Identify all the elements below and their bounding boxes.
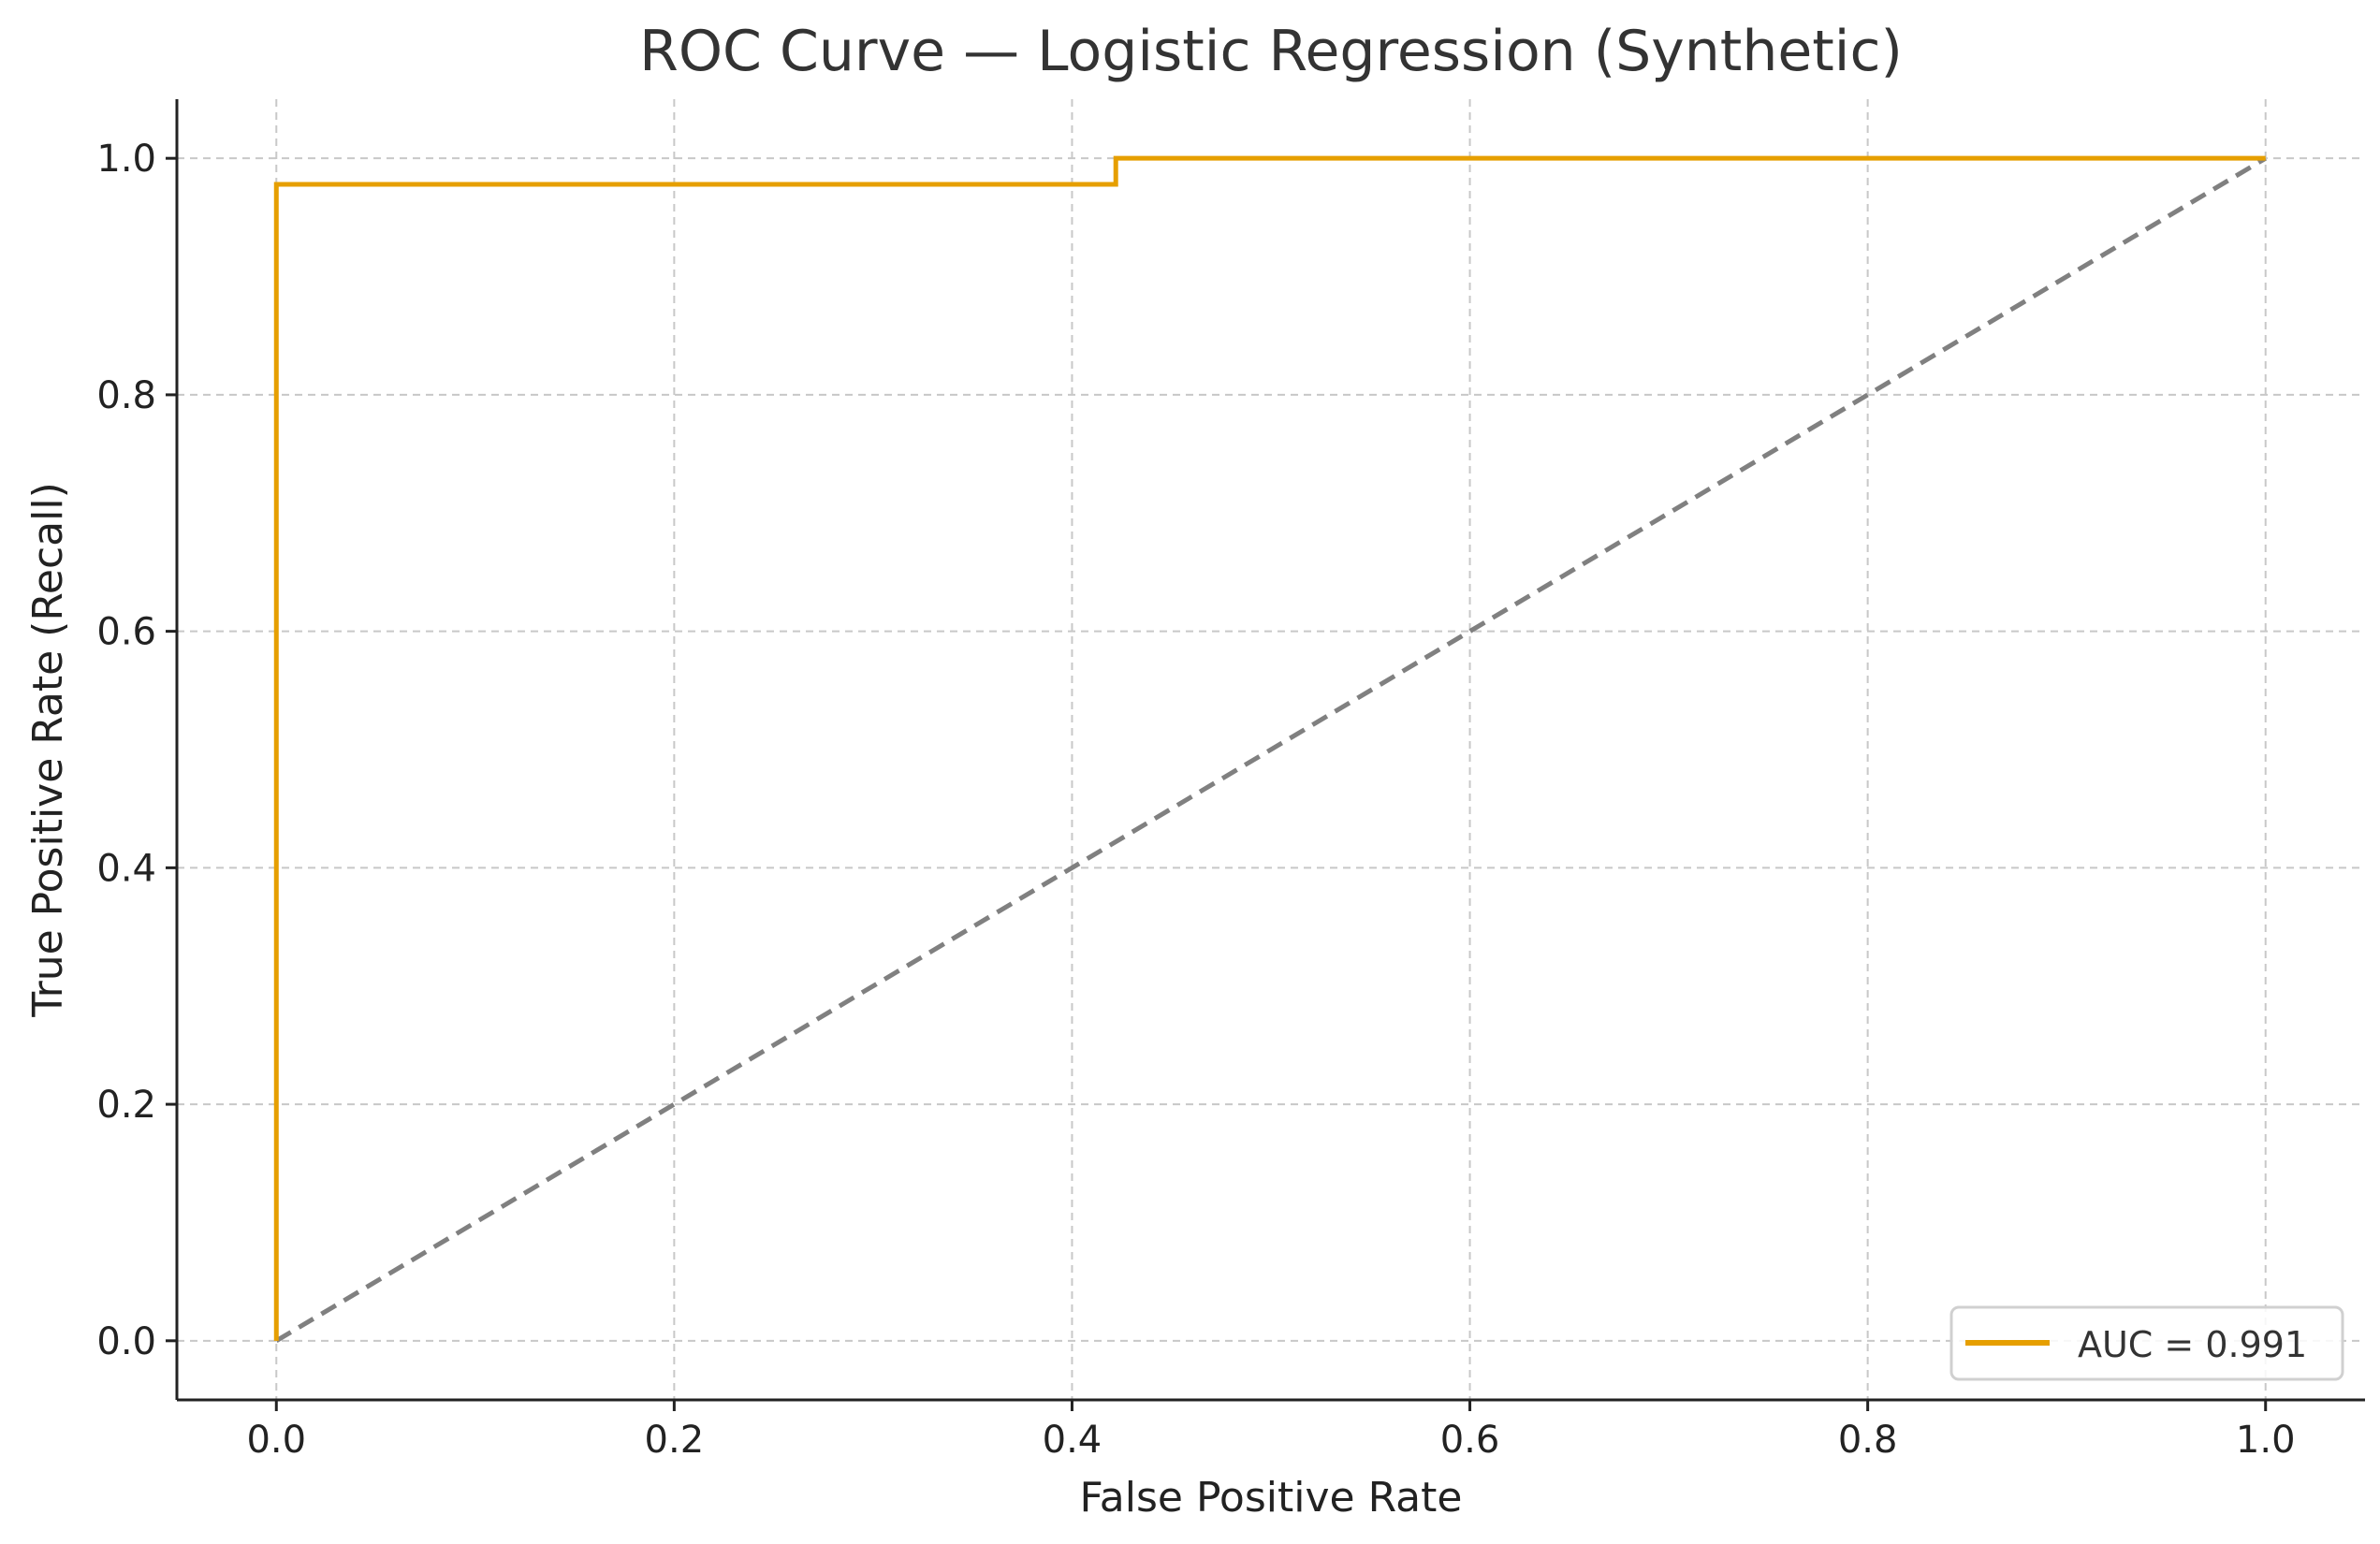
- legend-label: AUC = 0.991: [2078, 1324, 2307, 1365]
- x-tick-label: 0.8: [1838, 1419, 1898, 1462]
- x-tick-label: 0.4: [1043, 1419, 1102, 1462]
- x-tick-label: 1.0: [2236, 1419, 2296, 1462]
- x-tick-label: 0.0: [246, 1419, 306, 1462]
- roc-curve: [273, 155, 2266, 1341]
- y-tick-label: 0.6: [96, 611, 156, 654]
- y-tick-label: 0.2: [96, 1084, 156, 1127]
- series-lines: [273, 155, 2268, 1343]
- y-tick-label: 0.0: [96, 1320, 156, 1363]
- ticks: 0.0 0.2 0.4 0.6 0.8 1.0 0.0 0.2 0.4 0.6 0.8 1.0: [96, 138, 2295, 1462]
- y-axis-label: True Positive Rate (Recall): [24, 482, 72, 1018]
- legend: AUC = 0.991: [1949, 1305, 2344, 1381]
- y-tick-label: 0.4: [96, 847, 156, 890]
- x-tick-label: 0.6: [1440, 1419, 1500, 1462]
- x-tick-label: 0.2: [645, 1419, 705, 1462]
- chart-title: ROC Curve — Logistic Regression (Synthet…: [639, 19, 1903, 84]
- y-tick-label: 1.0: [96, 138, 156, 181]
- legend-box: [1949, 1305, 2344, 1381]
- axes: [175, 99, 2365, 1402]
- y-tick-label: 0.8: [96, 374, 156, 417]
- x-axis-label: False Positive Rate: [1080, 1474, 1463, 1522]
- chance-diagonal: [274, 156, 2268, 1343]
